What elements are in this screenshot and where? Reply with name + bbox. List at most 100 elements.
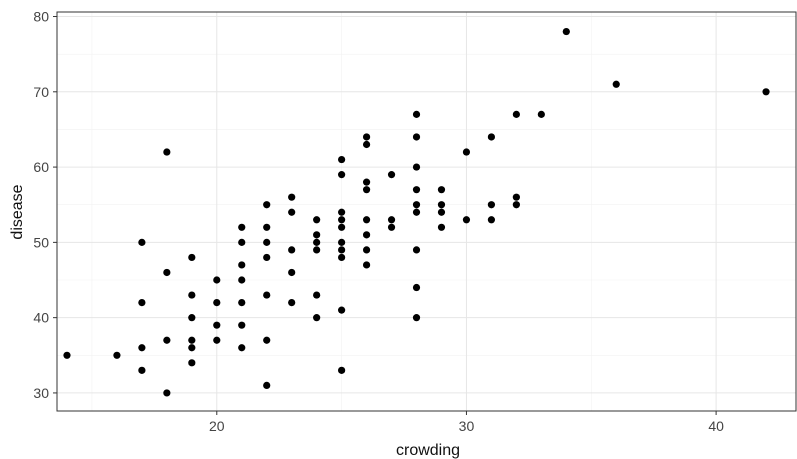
data-point <box>288 208 296 216</box>
data-point <box>487 133 496 141</box>
data-point <box>138 238 146 246</box>
data-point <box>288 246 296 254</box>
data-point <box>512 193 520 201</box>
data-point <box>412 163 421 171</box>
data-point <box>238 223 246 231</box>
data-point <box>213 321 221 329</box>
data-point <box>238 344 246 352</box>
data-point <box>263 253 271 262</box>
y-tick-label: 30 <box>33 385 49 401</box>
data-point <box>437 208 446 216</box>
data-point <box>163 268 171 277</box>
y-tick-label: 40 <box>33 310 49 326</box>
data-point <box>387 171 396 179</box>
data-point <box>437 223 446 231</box>
data-point <box>338 253 346 262</box>
data-point <box>313 231 321 239</box>
data-point <box>338 366 346 374</box>
x-tick-label: 20 <box>209 418 225 434</box>
data-point <box>313 246 321 254</box>
data-point <box>163 148 171 156</box>
data-point <box>412 208 421 216</box>
data-point <box>263 381 271 390</box>
data-point <box>238 276 246 284</box>
data-point <box>362 246 371 254</box>
data-point <box>487 201 496 209</box>
data-point <box>138 298 146 307</box>
data-point <box>313 314 321 322</box>
data-point <box>562 27 570 36</box>
data-point <box>387 223 396 231</box>
data-point <box>412 246 421 254</box>
y-tick-label: 60 <box>33 159 49 175</box>
data-point <box>163 336 171 344</box>
data-point <box>338 246 346 254</box>
data-points <box>63 27 770 397</box>
x-tick-label: 30 <box>459 418 475 434</box>
data-point <box>437 186 446 194</box>
y-tick-label: 50 <box>33 234 49 250</box>
data-point <box>213 298 221 307</box>
plot-panel <box>56 11 797 412</box>
y-axis-title: disease <box>9 184 26 239</box>
data-point <box>238 298 246 307</box>
data-point <box>462 148 471 156</box>
data-point <box>313 216 321 224</box>
data-point <box>412 133 421 141</box>
data-point <box>163 389 171 397</box>
data-point <box>63 351 71 359</box>
data-point <box>512 201 520 209</box>
data-point <box>338 155 346 164</box>
data-point <box>362 140 371 149</box>
data-point <box>487 216 496 224</box>
x-tick-label: 40 <box>708 418 724 434</box>
data-point <box>188 291 196 299</box>
data-point <box>412 283 421 292</box>
data-point <box>412 186 421 194</box>
data-point <box>238 321 246 329</box>
data-point <box>138 366 146 374</box>
data-point <box>512 110 520 118</box>
data-point <box>412 201 421 209</box>
data-point <box>238 238 246 246</box>
data-point <box>263 201 271 209</box>
x-axis-title: crowding <box>396 442 460 459</box>
data-point <box>188 359 196 367</box>
data-point <box>313 238 321 246</box>
data-point <box>437 201 446 209</box>
data-point <box>338 306 346 314</box>
data-point <box>263 291 271 299</box>
data-point <box>362 261 371 269</box>
y-tick-label: 80 <box>33 9 49 25</box>
data-point <box>362 216 371 224</box>
data-point <box>263 238 271 246</box>
y-tick-label: 70 <box>33 84 49 100</box>
data-point <box>213 336 221 344</box>
data-point <box>362 231 371 239</box>
data-point <box>412 110 421 118</box>
data-point <box>387 216 396 224</box>
data-point <box>263 336 271 344</box>
data-point <box>762 88 770 96</box>
data-point <box>537 110 545 118</box>
data-point <box>338 223 346 231</box>
data-point <box>338 238 346 246</box>
data-point <box>362 178 371 186</box>
data-point <box>313 291 321 299</box>
data-point <box>188 344 196 352</box>
data-point <box>288 298 296 307</box>
data-point <box>362 186 371 194</box>
data-point <box>338 208 346 216</box>
data-point <box>188 336 196 344</box>
data-point <box>288 268 296 277</box>
axis-ticks: 20 30 40 30 40 50 60 70 80 <box>33 9 724 434</box>
data-point <box>263 223 271 231</box>
grid-lines <box>57 12 796 411</box>
data-point <box>462 216 471 224</box>
data-point <box>113 351 121 359</box>
data-point <box>188 314 196 322</box>
data-point <box>362 133 371 141</box>
data-point <box>338 216 346 224</box>
data-point <box>138 344 146 352</box>
